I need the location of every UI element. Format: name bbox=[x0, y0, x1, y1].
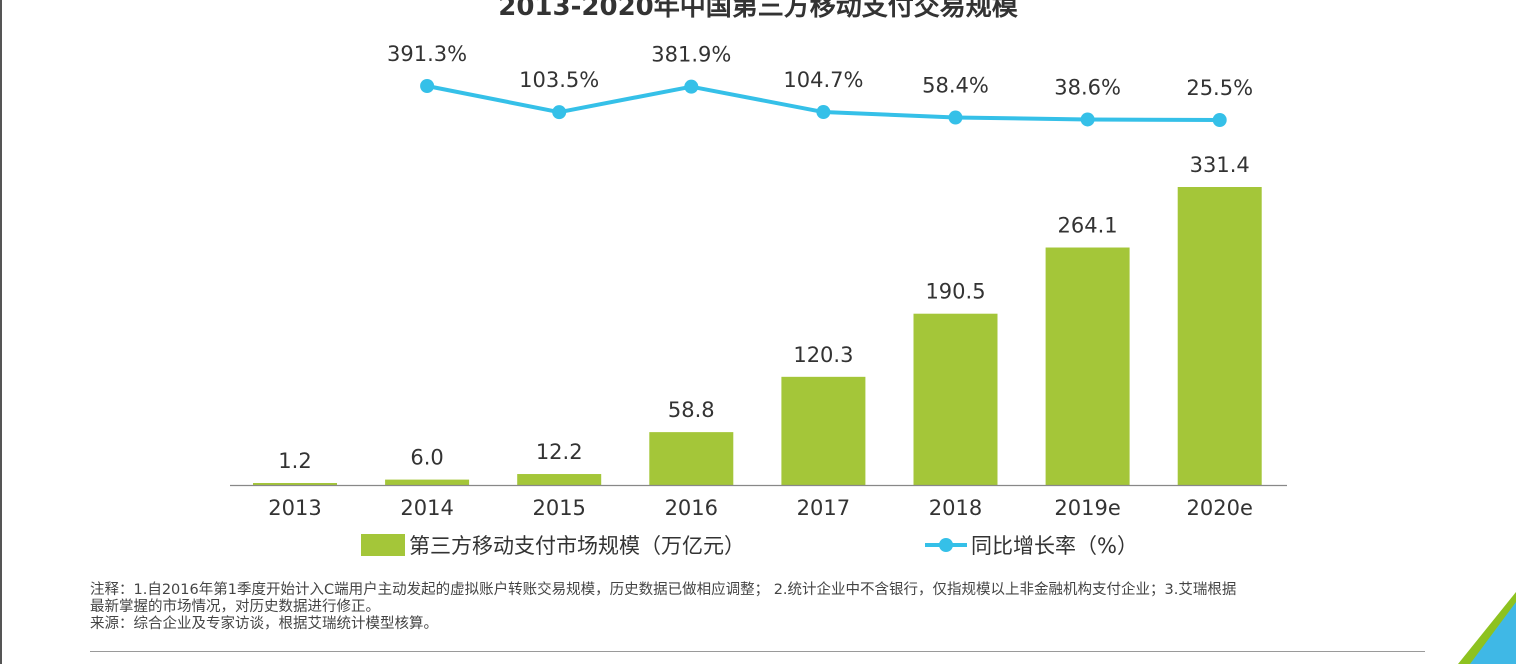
footnote-line-1: 注释：1.自2016年第1季度开始计入C端用户主动发起的虚拟账户转账交易规模，历… bbox=[90, 582, 1237, 598]
bar bbox=[1045, 247, 1130, 485]
legend-label-bar: 第三方移动支付市场规模（万亿元） bbox=[409, 534, 745, 558]
source-line: 来源：综合企业及专家访谈，根据艾瑞统计模型核算。 bbox=[90, 616, 438, 632]
growth-rate-label: 391.3% bbox=[387, 42, 467, 66]
growth-rate-label: 381.9% bbox=[651, 43, 731, 67]
growth-rate-point bbox=[1212, 113, 1227, 127]
growth-rate-point bbox=[684, 79, 699, 94]
x-tick-label: 2020e bbox=[1187, 496, 1253, 520]
bar bbox=[781, 376, 866, 485]
x-tick-label: 2018 bbox=[929, 496, 982, 520]
chart-canvas: 1.2 6.0 12.2 58.8 120.3 190.5 264.1 331.4 391.3… bbox=[230, 42, 1287, 558]
bar-value-label: 264.1 bbox=[1058, 214, 1118, 238]
footer-divider bbox=[90, 651, 1425, 652]
bar-value-label: 12.2 bbox=[536, 440, 583, 464]
growth-rate-label: 103.5% bbox=[519, 68, 599, 92]
bar-value-label: 331.4 bbox=[1190, 153, 1250, 177]
legend-swatch-bar bbox=[361, 534, 405, 556]
legend-label-line: 同比增长率（%） bbox=[971, 534, 1138, 558]
legend-swatch-marker bbox=[939, 538, 953, 552]
x-tick-label: 2019e bbox=[1054, 496, 1120, 520]
bar bbox=[649, 432, 734, 485]
footnote-line-2: 最新掌握的市场情况，对历史数据进行修正。 bbox=[90, 599, 380, 615]
growth-rate-label: 104.7% bbox=[783, 68, 863, 92]
growth-rate-label: 25.5% bbox=[1186, 76, 1253, 100]
bar-value-label: 58.8 bbox=[668, 398, 715, 422]
growth-rate-point bbox=[1080, 112, 1095, 127]
bar bbox=[253, 483, 337, 485]
x-tick-label: 2015 bbox=[532, 496, 585, 520]
footnote: 注释：1.自2016年第1季度开始计入C端用户主动发起的虚拟账户转账交易规模，历… bbox=[90, 582, 1420, 633]
growth-rate-point bbox=[552, 105, 567, 120]
growth-rate-label: 58.4% bbox=[922, 74, 989, 98]
growth-rate-point bbox=[816, 105, 831, 120]
frame-border bbox=[0, 0, 2, 664]
growth-rate-point bbox=[948, 110, 963, 125]
growth-rate-label: 38.6% bbox=[1054, 75, 1121, 99]
bar bbox=[517, 474, 602, 485]
bar bbox=[385, 479, 470, 485]
x-tick-label: 2014 bbox=[400, 496, 453, 520]
bar bbox=[913, 313, 998, 485]
bar-value-label: 120.3 bbox=[793, 343, 853, 367]
bar-value-label: 190.5 bbox=[925, 280, 985, 304]
growth-rate-point bbox=[420, 79, 435, 93]
bar-value-label: 6.0 bbox=[410, 446, 443, 470]
bar bbox=[1177, 187, 1262, 485]
x-tick-label: 2017 bbox=[797, 496, 850, 520]
x-tick-label: 2013 bbox=[268, 496, 321, 520]
chart-title: 2013-2020年中国第三方移动支付交易规模 bbox=[498, 0, 1018, 22]
bar-value-label: 1.2 bbox=[278, 449, 311, 473]
x-tick-label: 2016 bbox=[665, 496, 718, 520]
